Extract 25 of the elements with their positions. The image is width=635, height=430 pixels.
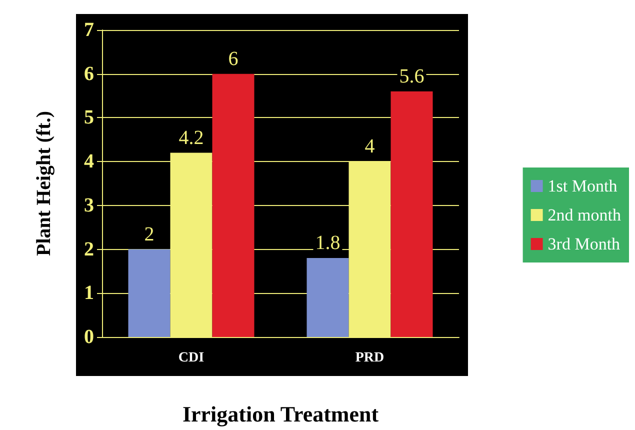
x-tick-label: PRD bbox=[355, 350, 384, 366]
x-axis-title: Irrigation Treatment bbox=[182, 402, 380, 426]
data-label: 6 bbox=[228, 48, 238, 70]
y-tick-label: 2 bbox=[84, 238, 94, 260]
legend-label: 1st Month bbox=[548, 176, 618, 196]
data-label: 2 bbox=[144, 223, 154, 246]
y-tick-label: 1 bbox=[84, 282, 94, 304]
legend-label: 2nd month bbox=[548, 206, 622, 224]
legend-label: 3rd Month bbox=[548, 234, 621, 254]
data-label: 5.6 bbox=[399, 65, 424, 88]
x-tick-label: CDI bbox=[178, 350, 204, 366]
y-tick-label: 3 bbox=[84, 194, 94, 216]
y-axis-title: Plant Height (ft.) bbox=[33, 111, 55, 256]
bar bbox=[212, 74, 254, 337]
data-label: 4 bbox=[364, 136, 375, 158]
bar bbox=[390, 91, 433, 337]
data-label: 1.8 bbox=[315, 232, 340, 254]
y-tick-label: 4 bbox=[84, 150, 94, 173]
y-tick-label: 0 bbox=[84, 326, 94, 348]
y-tick-label: 6 bbox=[84, 62, 94, 85]
bar bbox=[128, 249, 170, 337]
data-label: 4.2 bbox=[178, 126, 204, 149]
y-tick-label: 5 bbox=[84, 106, 94, 129]
bar bbox=[306, 258, 349, 337]
y-tick-label: 7 bbox=[84, 19, 94, 41]
